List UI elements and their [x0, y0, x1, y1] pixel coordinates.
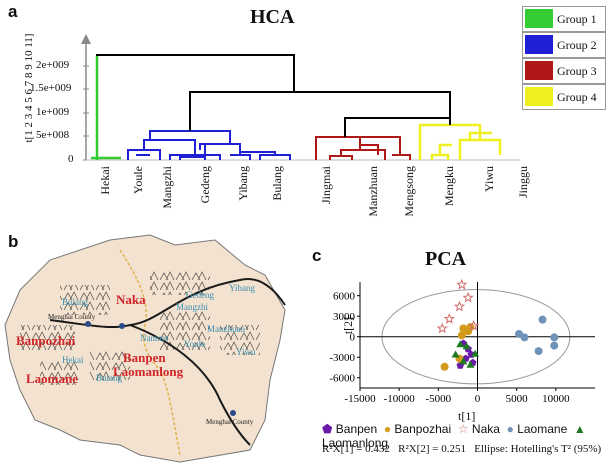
map-label-red: Naka [116, 292, 146, 307]
hca-top-links [96, 54, 451, 137]
legend-label: Naka [471, 422, 500, 436]
legend-item-laomane: ● Laomane [507, 422, 568, 436]
pca-point-laomane [534, 347, 543, 356]
map-label-blue: Yiwu [236, 347, 256, 357]
hca-cluster-group-3 [315, 136, 411, 160]
hca-ytick: 1.5e+009 [30, 82, 72, 94]
pca-point-laomanlong [462, 342, 471, 350]
map-label-blue: Bulang [96, 373, 122, 383]
hca-ytick: 0 [68, 153, 74, 165]
pca-title: PCA [425, 248, 467, 270]
group-1-swatch [525, 9, 553, 28]
hca-ytick: 5e+008 [36, 129, 70, 141]
pca-x-tick-label: 5000 [506, 393, 529, 405]
map-label-blue: Mangzhi [176, 302, 208, 312]
pca-point-laomanlong [466, 360, 475, 368]
pca-y-tick-label: 3000 [333, 311, 356, 323]
pca-point-laomanlong [451, 350, 460, 358]
legend-item-group-3: Group 3 [522, 58, 606, 84]
legend-item-banpozhai: ● Banpozhai [384, 422, 451, 436]
hca-title: HCA [250, 6, 295, 28]
pca-x-tick-label: -5000 [425, 393, 451, 405]
map-label-red: Laomanlong [113, 364, 184, 379]
circle-icon: ● [506, 422, 514, 436]
map-label-blue: Manzhuan [207, 324, 245, 334]
map-label-blue: Bulang [62, 297, 88, 307]
legend-label: Banpozhai [394, 422, 452, 436]
map-figure [4, 234, 286, 463]
legend-item-group-2: Group 2 [522, 32, 606, 58]
hca-group-legend: Group 1 Group 2 Group 3 Group 4 [522, 6, 606, 111]
pca-point-banpozhai [457, 331, 466, 340]
pca-y-tick-label: 6000 [333, 291, 356, 303]
legend-item-group-1: Group 1 [522, 6, 606, 32]
pca-y-tick-label: -6000 [329, 373, 355, 385]
hca-ytick: 1e+009 [36, 106, 70, 118]
pca-point-laomanlong [471, 349, 480, 357]
group-4-swatch [525, 87, 553, 106]
map-label-blue: Hekai [62, 355, 84, 365]
pca-point-naka [468, 320, 480, 331]
pca-x-axis-label: t[1] [458, 409, 476, 423]
pca-point-laomane [550, 341, 559, 350]
pca-y-tick-label: 0 [350, 332, 356, 344]
pca-point-naka [443, 313, 455, 324]
panel-label-c: c [312, 246, 322, 265]
legend-item-naka: ☆ Naka [458, 422, 500, 436]
map-county-label: Menghai County [206, 418, 254, 426]
circle-icon: ● [383, 422, 392, 436]
hca-axis-arrow [81, 34, 91, 44]
pca-point-laomane [550, 333, 559, 342]
map-label-blue: Gedeng [186, 290, 214, 300]
pca-point-naka [462, 291, 474, 303]
panel-label-b: b [8, 232, 19, 251]
map-label-blue: Yibang [229, 283, 255, 293]
triangle-icon: ▲ [573, 422, 586, 436]
hca-cluster-group-1 [91, 56, 121, 160]
panel-label-a: a [8, 2, 18, 21]
pentagon-icon: ⬟ [322, 422, 333, 436]
pca-point-laomanlong [456, 340, 465, 348]
pca-point-banpozhai [466, 323, 475, 332]
map-label-red: Banpozhai [16, 333, 76, 348]
legend-label: Group 1 [557, 12, 597, 26]
pca-x-tick-label: -15000 [344, 393, 376, 405]
star-icon: ☆ [457, 422, 469, 436]
legend-label: Laomane [517, 422, 568, 436]
group-3-swatch [525, 61, 553, 80]
pca-point-laomane [520, 333, 529, 342]
hca-dendrogram [81, 34, 520, 161]
legend-item-group-4: Group 4 [522, 84, 606, 110]
pca-point-banpozhai [440, 362, 449, 371]
legend-label: Laomanlong [322, 436, 389, 450]
map-county-label: Menghai County [48, 313, 96, 321]
pca-point-laomane [538, 315, 547, 324]
legend-label: Group 2 [557, 38, 597, 52]
map-label-red: Laomane [26, 371, 78, 386]
group-2-swatch [525, 35, 553, 54]
map-label-blue: Nannuo [140, 333, 169, 343]
hca-ytick: 2e+009 [36, 59, 70, 71]
map-label-blue: Youle [184, 339, 206, 349]
pca-point-naka [436, 322, 448, 334]
pca-x-tick-label: -10000 [384, 393, 416, 405]
pca-point-naka [453, 300, 466, 312]
pca-legend: ⬟ Banpen ● Banpozhai ☆ Naka ● Laomane ▲ … [322, 422, 610, 450]
legend-item-laomanlong: ▲ Laomanlong [322, 422, 586, 450]
pca-point-laomanlong [459, 357, 468, 365]
legend-label: Banpen [335, 422, 378, 436]
map-label-red: Banpen [123, 350, 166, 365]
pca-x-tick-label: 0 [475, 393, 481, 405]
legend-item-banpen: ⬟ Banpen [322, 422, 377, 436]
pca-x-tick-label: 10000 [542, 393, 570, 405]
legend-label: Group 3 [557, 64, 597, 78]
pca-point-naka [456, 278, 468, 290]
pca-y-tick-label: -3000 [329, 352, 355, 364]
legend-label: Group 4 [557, 90, 597, 104]
pca-stats: R²X[1] = 0.432 R²X[2] = 0.251 Ellipse: H… [322, 443, 602, 455]
